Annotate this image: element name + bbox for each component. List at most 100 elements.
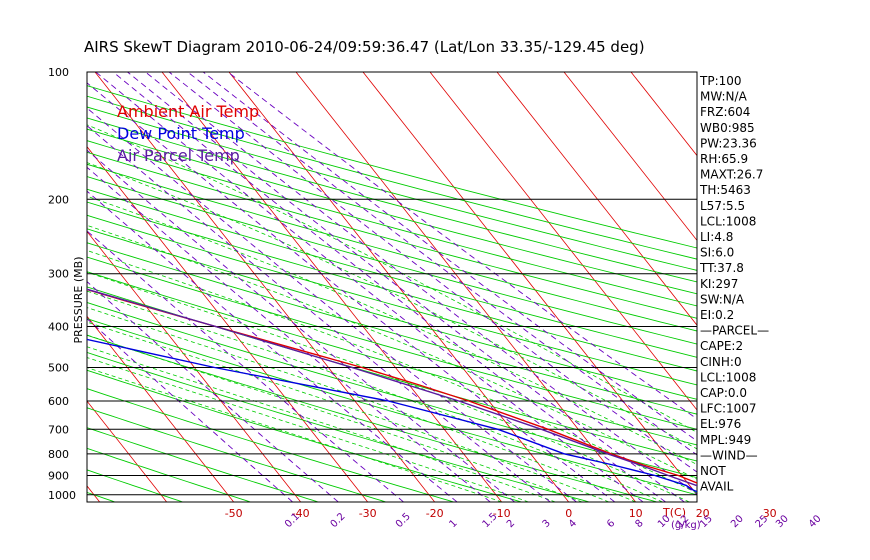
moist-adiabat-line	[87, 290, 663, 502]
dry-adiabat-line	[87, 151, 697, 319]
pressure-tick-label: 900	[48, 469, 69, 482]
legend-entry: Ambient Air Temp	[117, 102, 259, 121]
isotherm-line	[87, 400, 168, 502]
moist-adiabat-line	[87, 346, 556, 502]
mixing-ratio-line	[87, 125, 551, 502]
series-ambient-air-temp	[87, 288, 697, 484]
legend: Ambient Air Temp Dew Point Temp Air Parcel…	[117, 102, 259, 165]
sounding-series	[87, 288, 697, 493]
isotherm-line	[496, 72, 697, 326]
mixing-ratio-tick-label: 20	[729, 513, 746, 530]
pressure-tick-labels: 100 200 300 400 500 600 700 800 900 1000	[48, 66, 76, 502]
mixing-ratio-line	[87, 107, 577, 502]
dry-adiabat-line	[87, 176, 697, 345]
dry-adiabat-line	[87, 447, 251, 502]
dry-adiabat-line	[87, 117, 697, 283]
mixing-ratio-line	[202, 72, 697, 442]
mixing-ratio-line	[87, 280, 339, 502]
legend-entry: Dew Point Temp	[117, 124, 245, 143]
dry-adiabat-line	[87, 163, 697, 332]
moist-adiabat-line	[87, 334, 583, 502]
isotherm-line	[94, 72, 436, 502]
bottom-temp-tick-label: -50	[225, 507, 243, 520]
dry-adiabat-line	[87, 256, 697, 430]
pressure-tick-label: 300	[48, 268, 69, 281]
mixing-ratio-tick-label: 40	[807, 513, 824, 530]
plot-frame	[86, 71, 698, 503]
mixing-ratio-line	[187, 72, 697, 456]
stat-line: TP:100	[699, 74, 742, 88]
mixing-ratio-tick-label: 0.5	[394, 511, 413, 530]
moist-adiabat-line	[87, 250, 697, 494]
dry-adiabat-line	[87, 140, 697, 307]
isotherm-line	[87, 146, 369, 502]
dry-adiabat-line	[87, 351, 590, 502]
mixing-ratio-tick-label: 2	[505, 518, 517, 530]
stat-line: AVAIL	[700, 480, 734, 494]
dry-adiabat-line	[87, 106, 697, 271]
dry-adiabat-line	[87, 302, 697, 479]
y-axis-label: PRESSURE (MB)	[72, 257, 85, 344]
mixing-ratio-line	[95, 72, 644, 502]
stat-line: LI:4.8	[700, 230, 733, 244]
bottom-temp-tick-label: 10	[629, 507, 643, 520]
dry-adiabat-line	[87, 334, 658, 502]
pressure-tick-label: 800	[48, 448, 69, 461]
mixing-ratio-tick-label: 4	[567, 518, 579, 530]
stat-line: RH:65.9	[700, 152, 748, 166]
dry-adiabat-line	[87, 427, 319, 502]
grid-lines	[0, 72, 697, 502]
bottom-temp-tick-label: -20	[426, 507, 444, 520]
stat-line: LCL:1008	[700, 370, 756, 384]
stat-line: FRZ:604	[700, 105, 750, 119]
isotherm-line	[362, 72, 697, 496]
dry-adiabat-line	[87, 271, 697, 446]
bottom-temp-tick-label: 20	[696, 507, 710, 520]
pressure-tick-label: 600	[48, 395, 69, 408]
bottom-temp-tick-label: -30	[359, 507, 377, 520]
stat-line: SI:6.0	[700, 246, 734, 260]
dry-adiabat-line	[87, 128, 697, 295]
stat-line: CINH:0	[700, 355, 742, 369]
bottom-temperature-ticks: -50 -40 -30 -20 -10 0 10 20 30 T(C)	[225, 506, 777, 520]
moist-adiabat-line	[87, 124, 697, 433]
mixing-ratio-tick-label: 0.2	[329, 511, 348, 530]
stat-line: TH:5463	[699, 183, 751, 197]
mixing-ratio-unit-label: (g/kg)	[671, 520, 701, 531]
stat-line: CAP:0.0	[700, 386, 747, 400]
pressure-tick-label: 400	[48, 321, 69, 334]
chart-title: AIRS SkewT Diagram 2010-06-24/09:59:36.4…	[84, 38, 645, 56]
mixing-ratio-line	[227, 72, 697, 420]
dry-adiabat-line	[87, 228, 697, 400]
temp-unit-label: T(C)	[662, 506, 686, 519]
mixing-ratio-line	[112, 72, 666, 502]
pressure-tick-label: 200	[48, 193, 69, 206]
mixing-ratio-line	[87, 82, 616, 502]
isotherm-line	[429, 72, 697, 411]
isotherm-line	[630, 72, 697, 157]
isotherm-line	[563, 72, 697, 242]
stat-line: MPL:949	[700, 433, 751, 447]
legend-entry: Air Parcel Temp	[117, 146, 240, 165]
mixing-ratio-line	[87, 318, 293, 502]
dry-adiabat-line	[87, 369, 522, 502]
isotherm-line	[228, 72, 570, 502]
pressure-tick-label: 1000	[48, 489, 76, 502]
moist-adiabat-line	[87, 367, 502, 502]
stat-line: —PARCEL—	[700, 324, 769, 338]
stat-line: L57:5.5	[700, 199, 745, 213]
moist-adiabat-line	[87, 321, 610, 502]
stat-line: —WIND—	[700, 448, 758, 462]
isotherm-line	[0, 72, 33, 502]
dry-adiabat-line	[87, 388, 454, 502]
mixing-ratio-tick-label: 3	[541, 518, 553, 530]
stat-line: TT:37.8	[699, 261, 744, 275]
stat-line: LCL:1008	[700, 214, 756, 228]
mixing-ratio-line	[87, 190, 458, 502]
stat-line: EI:0.2	[700, 308, 734, 322]
stat-line: NOT	[700, 464, 726, 478]
stat-line: MW:N/A	[700, 90, 748, 104]
stat-line: LFC:1007	[700, 402, 757, 416]
